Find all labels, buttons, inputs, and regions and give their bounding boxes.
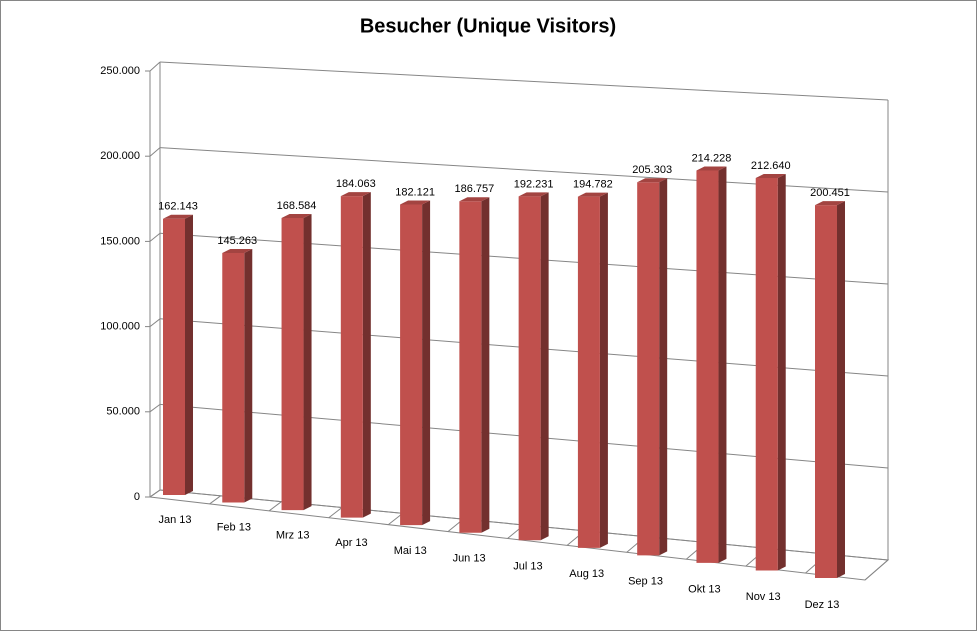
bar-front <box>696 170 719 563</box>
value-label: 184.063 <box>336 178 376 190</box>
bar-side <box>185 214 193 496</box>
bar-side <box>303 214 312 511</box>
bar <box>163 214 193 496</box>
x-tick-label: Mrz 13 <box>276 529 310 541</box>
x-tick-label: Aug 13 <box>569 568 604 580</box>
bar-side <box>481 197 490 533</box>
bar-side <box>244 248 253 503</box>
value-label: 145.263 <box>217 235 257 247</box>
value-label: 194.782 <box>573 178 613 190</box>
bar-front <box>755 177 778 571</box>
value-label: 200.451 <box>810 187 850 199</box>
bar-top <box>281 214 312 219</box>
bar <box>400 200 431 526</box>
bar-top <box>755 173 786 178</box>
y-tick-label: 100.000 <box>100 321 140 333</box>
bar-top <box>637 178 668 183</box>
bar <box>281 214 312 511</box>
bar <box>222 248 253 503</box>
x-tick-label: Jul 13 <box>513 560 542 572</box>
value-label: 214.228 <box>692 152 732 164</box>
bar-side <box>540 192 549 541</box>
bar-side <box>777 173 786 571</box>
bar-front <box>459 201 482 533</box>
bar-top <box>340 192 371 197</box>
y-tick-label: 250.000 <box>100 65 140 77</box>
bar-front <box>340 196 363 518</box>
bar-top <box>400 200 431 205</box>
bar-top <box>163 214 193 219</box>
bar <box>637 178 668 556</box>
bar-front <box>281 218 304 511</box>
grid-line <box>149 489 161 498</box>
value-label: 186.757 <box>454 183 494 195</box>
chart-title: Besucher (Unique Visitors) <box>360 15 616 37</box>
bar-side <box>659 178 668 556</box>
x-tick-label: Okt 13 <box>688 583 720 595</box>
bar-side <box>362 192 371 518</box>
bar <box>815 201 845 578</box>
bar-front <box>577 196 600 548</box>
value-label: 192.231 <box>514 178 554 190</box>
x-tick-label: Dez 13 <box>805 599 840 611</box>
y-tick-label: 0 <box>134 491 140 503</box>
bar-side <box>837 201 845 578</box>
y-tick-label: 200.000 <box>100 150 140 162</box>
value-label: 162.143 <box>158 201 198 213</box>
bar <box>755 173 786 571</box>
x-tick-label: Mai 13 <box>394 545 427 557</box>
bar <box>696 166 727 563</box>
bar-front <box>222 252 245 503</box>
bar-top <box>518 192 549 197</box>
bar-side <box>422 200 431 526</box>
bar-front <box>163 218 185 496</box>
bar-front <box>400 204 423 526</box>
x-tick-label: Feb 13 <box>217 522 251 534</box>
bar-side <box>599 192 608 548</box>
bar-front <box>637 182 660 556</box>
value-label: 212.640 <box>751 160 791 172</box>
grid-line <box>149 318 161 327</box>
grid-line <box>149 232 161 242</box>
grid-line <box>149 147 161 157</box>
floor-divider <box>864 559 889 581</box>
bar <box>577 192 608 548</box>
bar-top <box>696 166 727 171</box>
x-tick-label: Nov 13 <box>746 591 781 603</box>
x-tick-label: Jan 13 <box>158 514 191 526</box>
bar-top <box>459 197 490 202</box>
value-label: 205.303 <box>632 164 672 176</box>
grid-line <box>159 61 889 101</box>
bar-front <box>518 196 541 541</box>
bar <box>518 192 549 541</box>
x-tick-label: Jun 13 <box>453 553 486 565</box>
bar <box>340 192 371 518</box>
bar-side <box>718 166 727 563</box>
bar-top <box>815 201 845 206</box>
grid-line <box>149 403 161 413</box>
grid-line <box>149 61 161 72</box>
bar <box>459 197 490 533</box>
floor-divider <box>328 507 343 519</box>
floor-divider <box>209 495 221 505</box>
value-label: 182.121 <box>395 186 435 198</box>
bar-front <box>815 205 837 578</box>
y-tick-label: 50.000 <box>106 406 140 418</box>
bar-top <box>222 248 253 253</box>
bar-top <box>577 192 608 197</box>
floor-divider <box>268 501 282 512</box>
value-label: 168.584 <box>277 200 317 212</box>
x-tick-label: Apr 13 <box>335 537 367 549</box>
y-tick-label: 150.000 <box>100 235 140 247</box>
x-tick-label: Sep 13 <box>628 576 663 588</box>
